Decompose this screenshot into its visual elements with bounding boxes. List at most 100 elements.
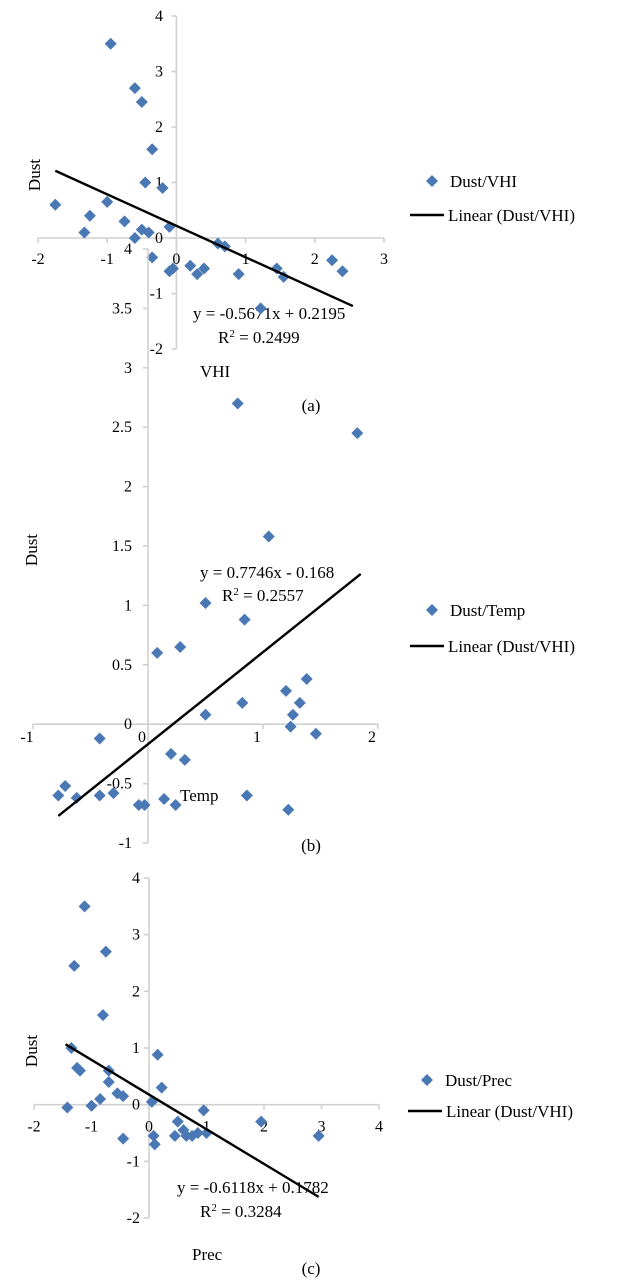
trendline bbox=[57, 572, 362, 817]
data-point bbox=[171, 1115, 184, 1128]
data-point bbox=[336, 265, 349, 278]
y-axis-title: Dust bbox=[25, 159, 44, 191]
trend-equation: y = -0.6118x + 0.1782 bbox=[177, 1178, 329, 1197]
data-point bbox=[158, 793, 171, 806]
data-point bbox=[59, 779, 72, 792]
x-tick-label: -1 bbox=[101, 251, 114, 268]
data-point bbox=[117, 1132, 130, 1145]
y-tick-label: 1 bbox=[124, 597, 132, 614]
data-point bbox=[85, 1099, 98, 1112]
data-point bbox=[326, 254, 339, 267]
x-tick-label: 0 bbox=[138, 729, 146, 746]
data-point bbox=[49, 198, 62, 211]
x-axis-title: Prec bbox=[192, 1245, 223, 1264]
data-point bbox=[148, 1138, 161, 1151]
legend-marker-icon bbox=[426, 604, 438, 616]
data-point bbox=[99, 945, 112, 958]
data-point bbox=[61, 1101, 74, 1114]
r-squared-value: = 0.3284 bbox=[217, 1202, 282, 1221]
data-point bbox=[139, 176, 152, 189]
data-point bbox=[236, 696, 249, 709]
data-point bbox=[165, 747, 177, 760]
data-point bbox=[293, 696, 306, 709]
data-point bbox=[309, 727, 322, 740]
data-point bbox=[178, 753, 191, 766]
data-point bbox=[78, 226, 91, 239]
x-tick-label: 1 bbox=[242, 251, 250, 268]
y-tick-label: -2 bbox=[150, 341, 163, 358]
data-point bbox=[68, 959, 81, 972]
y-tick-label: -0.5 bbox=[107, 776, 132, 793]
legend-line-label: Linear (Dust/VHI) bbox=[446, 1102, 573, 1121]
y-axis-title: Dust bbox=[22, 534, 41, 566]
legend-marker-label: Dust/Prec bbox=[445, 1071, 513, 1090]
y-tick-label: 3 bbox=[155, 64, 163, 81]
data-point bbox=[156, 182, 169, 195]
legend-marker-label: Dust/Temp bbox=[450, 601, 525, 620]
data-point bbox=[142, 226, 155, 239]
x-tick-label: -2 bbox=[31, 251, 44, 268]
r-squared-superscript: 2 bbox=[229, 328, 235, 340]
data-point bbox=[254, 302, 267, 315]
x-axis-title: VHI bbox=[200, 362, 231, 381]
y-tick-label: -1 bbox=[150, 286, 163, 303]
data-point bbox=[93, 789, 106, 802]
y-tick-label: 1 bbox=[155, 175, 163, 192]
y-tick-label: -2 bbox=[127, 1210, 140, 1227]
data-point bbox=[255, 1115, 268, 1128]
data-point bbox=[117, 1090, 130, 1103]
data-point bbox=[52, 789, 65, 802]
panel-b: -1 0 1 2 -1 -0.5 0 0.5 1 1.5 2 2.5 3 3.5 4 Dust Temp y = … bbox=[20, 241, 575, 855]
trendline bbox=[54, 169, 354, 308]
trendline bbox=[65, 1043, 320, 1198]
y-tick-label: 2 bbox=[155, 119, 163, 136]
legend-line-label: Linear (Dust/VHI) bbox=[448, 206, 575, 225]
legend: Dust/VHI Linear (Dust/VHI) bbox=[410, 172, 575, 225]
data-point bbox=[286, 708, 299, 721]
data-point bbox=[174, 640, 187, 653]
y-tick-label: 4 bbox=[124, 241, 132, 258]
data-point bbox=[191, 268, 204, 281]
data-point bbox=[118, 215, 131, 228]
y-tick-label: 3 bbox=[124, 360, 132, 377]
y-tick-label: 4 bbox=[132, 870, 140, 887]
y-axis-title: Dust bbox=[22, 1035, 41, 1067]
data-point bbox=[147, 1129, 160, 1142]
x-tick-label: 0 bbox=[145, 1119, 153, 1136]
r-squared-label: R2 = 0.2557 bbox=[222, 586, 304, 605]
r-squared-superscript: 2 bbox=[211, 1202, 217, 1214]
data-point bbox=[284, 720, 297, 733]
y-tick-label: 3.5 bbox=[112, 300, 132, 317]
y-tick-label: 4 bbox=[155, 8, 163, 25]
y-tick-label: -1 bbox=[127, 1153, 140, 1170]
r-squared-label: R2 = 0.2499 bbox=[218, 328, 300, 347]
panel-label: (b) bbox=[301, 836, 321, 855]
x-tick-label: -2 bbox=[27, 1119, 40, 1136]
data-point bbox=[104, 37, 117, 50]
legend: Dust/Temp Linear (Dust/VHI) bbox=[410, 601, 575, 656]
r-squared-superscript: 2 bbox=[233, 586, 239, 598]
x-axis-title: Temp bbox=[180, 786, 218, 805]
data-point bbox=[146, 251, 159, 264]
data-point bbox=[70, 791, 83, 804]
x-tick-label: 3 bbox=[318, 1119, 326, 1136]
y-tick-label: 2.5 bbox=[112, 419, 132, 436]
r-squared-prefix: R bbox=[200, 1202, 212, 1221]
data-point bbox=[93, 732, 106, 745]
y-tick-label: -1 bbox=[119, 835, 132, 852]
x-tick-label: 3 bbox=[380, 251, 388, 268]
data-point bbox=[262, 530, 275, 543]
r-squared-prefix: R bbox=[222, 586, 234, 605]
panel-label: (c) bbox=[302, 1259, 321, 1278]
data-point bbox=[128, 82, 141, 95]
r-squared-prefix: R bbox=[218, 328, 230, 347]
data-point bbox=[94, 1093, 107, 1105]
x-tick-label: -1 bbox=[85, 1119, 98, 1136]
trend-equation: y = 0.7746x - 0.168 bbox=[200, 563, 334, 582]
x-tick-label: 4 bbox=[375, 1119, 383, 1136]
data-point bbox=[240, 789, 253, 802]
data-point bbox=[107, 787, 120, 800]
data-point bbox=[155, 1081, 168, 1094]
